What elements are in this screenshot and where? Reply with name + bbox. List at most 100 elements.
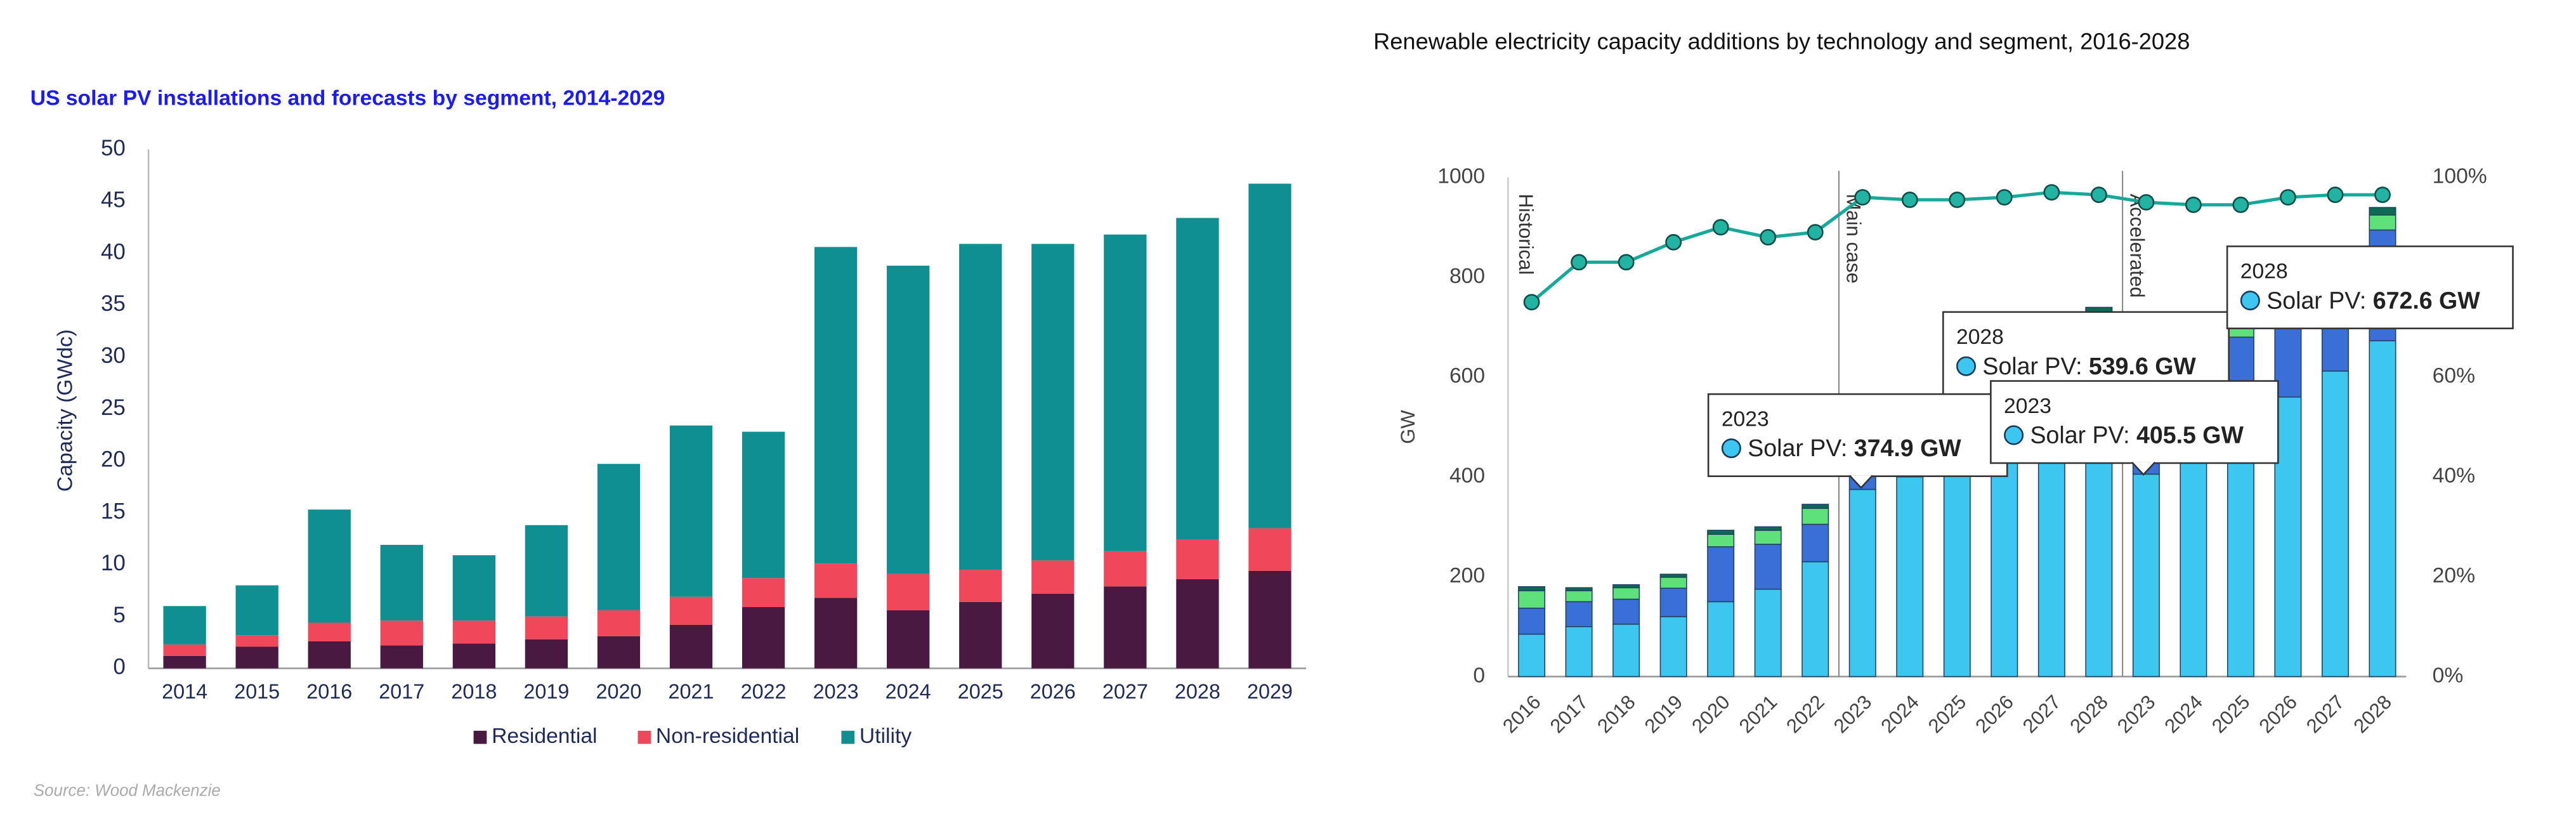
x-tick-label: 2018	[451, 680, 497, 703]
share-marker	[1949, 192, 1966, 208]
y-tick-label: 40	[101, 239, 126, 264]
segment-label: Accelerated	[2126, 193, 2148, 298]
x-tick-label: 2015	[234, 680, 280, 703]
bar-segment	[1104, 551, 1147, 587]
x-tick-label: 2028	[1175, 680, 1220, 703]
bar-segment	[1801, 561, 1829, 678]
y2-tick-label: 100%	[2433, 164, 2487, 188]
bar-segment	[1031, 560, 1075, 594]
bar-segment	[1801, 504, 1829, 509]
legend-label: Utility	[860, 724, 912, 748]
legend-swatch	[473, 730, 487, 744]
y-tick-label: 15	[101, 499, 126, 523]
bar-segment	[525, 616, 568, 639]
bar-segment	[1104, 234, 1147, 551]
callout-pointer	[2131, 461, 2156, 476]
y-tick-label: 600	[1449, 364, 1485, 388]
bar-segment	[525, 525, 568, 617]
x-tick-label: 2021	[669, 680, 714, 703]
y-tick-label: 1000	[1437, 164, 1485, 188]
callout-title: 2028	[1956, 325, 2004, 349]
legend-swatch	[841, 730, 855, 744]
bar-segment	[669, 425, 713, 597]
share-marker	[1901, 192, 1918, 208]
bar-segment	[1518, 586, 1546, 591]
callout-title: 2023	[2004, 395, 2051, 418]
y-tick-label: 200	[1449, 564, 1485, 587]
callout-value: 672.6 GW	[2373, 287, 2480, 313]
bar-segment	[1848, 488, 1876, 678]
bar-segment	[742, 578, 785, 607]
y-tick-label: 5	[113, 603, 125, 627]
bar-segment	[163, 644, 206, 656]
callout-label: Solar PV:	[1748, 435, 1847, 461]
bar-segment	[1248, 570, 1291, 669]
y-tick-label: 45	[101, 188, 126, 213]
legend-swatch	[637, 730, 651, 744]
share-marker	[1712, 219, 1729, 236]
callout-text: Solar PV: 405.5 GW	[2030, 421, 2244, 448]
share-marker	[2232, 196, 2249, 213]
bar-segment	[742, 606, 785, 669]
bar-segment	[669, 596, 713, 625]
bar-segment	[2369, 207, 2396, 216]
bar-segment	[1612, 598, 1640, 625]
bar-segment	[1707, 546, 1735, 603]
bar-segment	[235, 646, 278, 669]
x-tick-label: 2017	[379, 680, 424, 703]
x-tick-label: 2023	[1829, 691, 1876, 738]
chart-title: US solar PV installations and forecasts …	[30, 85, 665, 110]
share-marker	[2138, 193, 2155, 211]
segment-label: Main case	[1843, 193, 1865, 284]
x-tick-label: 2022	[1782, 691, 1829, 738]
callout-box	[1990, 380, 2279, 464]
bar-segment	[452, 555, 495, 621]
x-tick-label: 2028	[2065, 691, 2112, 738]
y-axis-label: Capacity (GWdc)	[54, 329, 77, 492]
bar-segment	[1659, 587, 1687, 617]
bar-segment	[814, 598, 858, 669]
x-tick-label: 2019	[1640, 691, 1687, 738]
callout-label: Solar PV:	[2030, 421, 2129, 448]
bar-segment	[308, 622, 351, 641]
share-marker	[1760, 229, 1777, 246]
callout-box	[2226, 245, 2514, 329]
bar-segment	[380, 620, 423, 646]
bar-segment	[2321, 370, 2349, 678]
share-marker	[2090, 187, 2107, 204]
x-tick-label: 2020	[596, 680, 641, 703]
bar-segment	[163, 606, 206, 645]
callout-dot	[1721, 438, 1741, 459]
bar-segment	[1612, 587, 1640, 600]
bar-segment	[235, 585, 278, 636]
bar-segment	[452, 643, 495, 669]
bar-segment	[1518, 633, 1546, 678]
chart-title: Renewable electricity capacity additions…	[1373, 28, 2190, 55]
bar-segment	[1659, 616, 1687, 678]
bar-segment	[1612, 624, 1640, 678]
y-axis-label: GW	[1397, 410, 1419, 444]
callout-dot	[1956, 356, 1977, 376]
bar-segment	[1754, 526, 1782, 531]
share-marker	[2185, 196, 2202, 213]
bar-segment	[1518, 590, 1546, 609]
bar-segment	[1707, 530, 1735, 535]
legend-label: Non-residential	[656, 724, 799, 748]
legend-label: Residential	[492, 724, 597, 748]
y-tick-label: 400	[1449, 464, 1485, 488]
x-tick-label: 2016	[306, 680, 352, 703]
y-tick-label: 10	[101, 551, 126, 575]
x-tick-label: 2021	[1735, 691, 1782, 738]
share-marker	[1571, 254, 1588, 271]
bar-segment	[1754, 530, 1782, 545]
share-marker	[1854, 189, 1871, 206]
x-tick-label: 2022	[741, 680, 787, 703]
bar-segment	[887, 574, 930, 610]
bar-segment	[1707, 534, 1735, 547]
x-tick-label: 2023	[2113, 691, 2160, 738]
source-note: Source: Wood Mackenzie	[34, 782, 221, 799]
x-tick-label: 2027	[1102, 680, 1148, 703]
y-tick-label: 50	[101, 136, 126, 161]
x-tick-label: 2027	[2302, 691, 2349, 738]
x-tick-label: 2028	[2349, 691, 2396, 738]
